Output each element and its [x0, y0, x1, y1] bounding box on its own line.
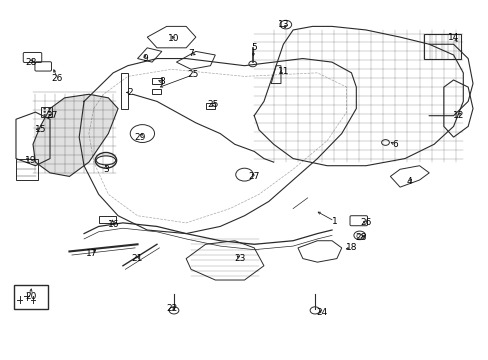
- Text: 29: 29: [134, 132, 145, 141]
- Text: 10: 10: [168, 35, 180, 44]
- Text: 14: 14: [447, 33, 458, 42]
- Circle shape: [48, 114, 50, 116]
- Circle shape: [48, 108, 50, 109]
- Text: 9: 9: [142, 54, 147, 63]
- Text: 22: 22: [165, 304, 177, 313]
- Text: 24: 24: [316, 308, 327, 317]
- Bar: [41, 107, 52, 117]
- Text: 16: 16: [107, 220, 119, 229]
- Text: 7: 7: [188, 49, 194, 58]
- Bar: [14, 285, 47, 309]
- Circle shape: [43, 114, 45, 116]
- Bar: [205, 103, 215, 109]
- Bar: [424, 33, 460, 59]
- Circle shape: [43, 111, 45, 112]
- Text: 1: 1: [331, 217, 337, 226]
- Text: 26: 26: [52, 74, 63, 83]
- Text: 25: 25: [207, 100, 218, 109]
- Text: 27: 27: [47, 111, 58, 120]
- Text: 21: 21: [132, 254, 143, 263]
- Bar: [120, 73, 127, 109]
- Text: 27: 27: [248, 172, 260, 181]
- Text: 25: 25: [187, 70, 199, 79]
- Bar: [16, 158, 38, 180]
- Text: 13: 13: [277, 20, 288, 29]
- Text: 12: 12: [452, 111, 463, 120]
- Circle shape: [43, 108, 45, 109]
- Text: 26: 26: [360, 219, 371, 228]
- Polygon shape: [33, 94, 118, 176]
- Bar: [152, 78, 162, 84]
- Text: 20: 20: [25, 292, 36, 301]
- Circle shape: [48, 111, 50, 112]
- Text: 18: 18: [345, 243, 357, 252]
- Text: 5: 5: [251, 43, 257, 52]
- Text: 19: 19: [25, 156, 36, 165]
- Bar: [99, 216, 116, 223]
- Text: 4: 4: [406, 177, 412, 186]
- Text: 28: 28: [25, 58, 36, 67]
- Text: 17: 17: [85, 249, 97, 258]
- Text: 2: 2: [127, 88, 133, 97]
- Text: 15: 15: [35, 126, 46, 135]
- Text: 8: 8: [159, 77, 164, 86]
- Text: 11: 11: [277, 67, 288, 76]
- Bar: [152, 89, 161, 94]
- Text: 3: 3: [103, 165, 108, 174]
- Text: 28: 28: [355, 233, 366, 242]
- Text: 6: 6: [391, 140, 397, 149]
- Text: 23: 23: [233, 254, 245, 263]
